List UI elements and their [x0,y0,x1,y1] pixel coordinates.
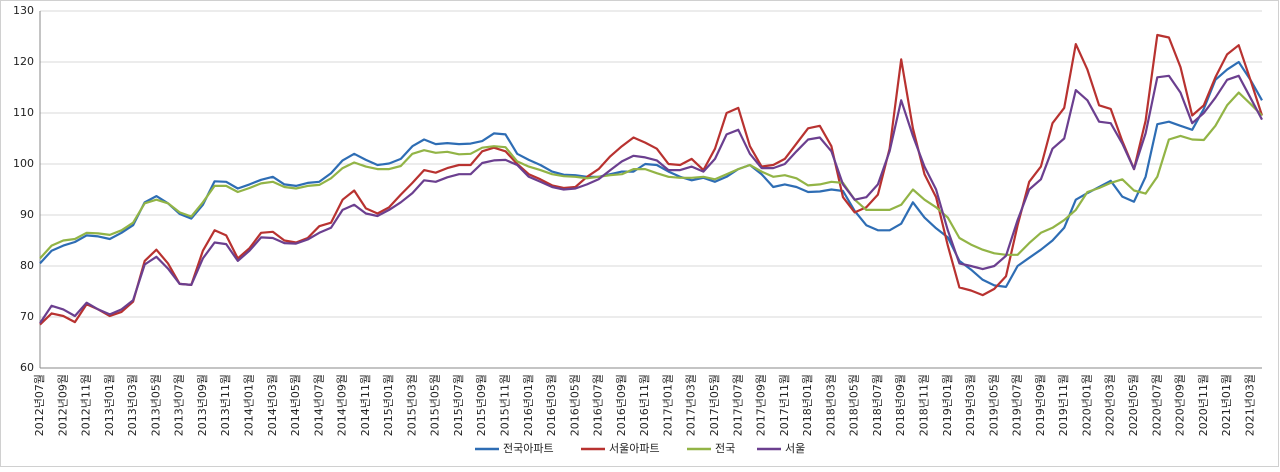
y-tick-label: 100 [13,157,34,170]
x-tick-label: 2019년07월 [1011,374,1024,436]
x-tick-label: 2018년11월 [917,374,930,436]
x-tick-label: 2016년07월 [592,374,605,436]
series-line [39,74,1263,324]
y-tick-label: 120 [13,55,34,68]
x-tick-label: 2013년01월 [103,374,116,436]
x-tick-label: 2019년09월 [1034,374,1047,436]
x-tick-label: 2014년07월 [312,374,325,436]
x-tick-label: 2014년11월 [359,374,372,436]
y-tick-label: 110 [13,106,34,119]
y-tick-label: 130 [13,4,34,17]
x-tick-label: 2015년03월 [405,374,418,436]
x-tick-label: 2012년09월 [56,374,69,436]
x-tick-label: 2016년09월 [615,374,628,436]
x-tick-label: 2019년03월 [964,374,977,436]
x-tick-label: 2012년07월 [33,374,46,436]
y-tick-label: 60 [20,361,34,374]
x-tick-label: 2016년11월 [638,374,651,436]
x-tick-label: 2013년09월 [196,374,209,436]
x-tick-label: 2012년11월 [80,374,93,436]
x-tick-label: 2018년03월 [824,374,837,436]
x-tick-label: 2017년11월 [778,374,791,436]
x-tick-label: 2017년09월 [755,374,768,436]
x-tick-label: 2018년07월 [871,374,884,436]
x-tick-label: 2021년01월 [1220,374,1233,436]
x-tick-label: 2019년05월 [987,374,1000,436]
x-tick-label: 2015년09월 [475,374,488,436]
x-tick-label: 2014년01월 [242,374,255,436]
series-line [39,91,1263,260]
x-tick-label: 2013년03월 [126,374,139,436]
legend-label: 전국 [715,442,735,455]
y-tick-label: 70 [20,310,34,323]
x-tick-label: 2018년01월 [801,374,814,436]
x-tick-label: 2017년05월 [708,374,721,436]
x-tick-label: 2016년01월 [522,374,535,436]
x-tick-label: 2015년05월 [429,374,442,436]
x-tick-label: 2020년09월 [1174,374,1187,436]
legend-label: 전국아파트 [503,442,554,455]
x-tick-label: 2015년07월 [452,374,465,436]
x-tick-label: 2014년09월 [336,374,349,436]
x-tick-label: 2020년05월 [1127,374,1140,436]
x-tick-label: 2015년01월 [382,374,395,436]
x-tick-label: 2017년01월 [661,374,674,436]
x-tick-label: 2014년03월 [266,374,279,436]
x-tick-label: 2013년11월 [219,374,232,436]
series-line [39,60,1263,288]
x-tick-label: 2016년03월 [545,374,558,436]
x-tick-label: 2020년01월 [1080,374,1093,436]
y-tick-label: 80 [20,259,34,272]
y-tick-label: 90 [20,208,34,221]
x-tick-label: 2020년07월 [1150,374,1163,436]
x-tick-label: 2018년05월 [848,374,861,436]
x-tick-label: 2013년05월 [149,374,162,436]
x-tick-label: 2018년09월 [894,374,907,436]
x-tick-label: 2015년11월 [499,374,512,436]
legend-label: 서울 [785,442,805,455]
x-tick-label: 2019년01월 [941,374,954,436]
x-tick-label: 2017년07월 [731,374,744,436]
series-line [39,33,1264,326]
x-tick-label: 2019년11월 [1057,374,1070,436]
x-tick-label: 2021년03월 [1243,374,1256,436]
x-tick-label: 2017년03월 [685,374,698,436]
x-tick-label: 2013년07월 [173,374,186,436]
legend-label: 서울아파트 [609,442,660,455]
x-tick-label: 2020년11월 [1197,374,1210,436]
x-tick-label: 2014년05월 [289,374,302,436]
x-tick-label: 2020년03월 [1104,374,1117,436]
x-tick-label: 2016년05월 [568,374,581,436]
